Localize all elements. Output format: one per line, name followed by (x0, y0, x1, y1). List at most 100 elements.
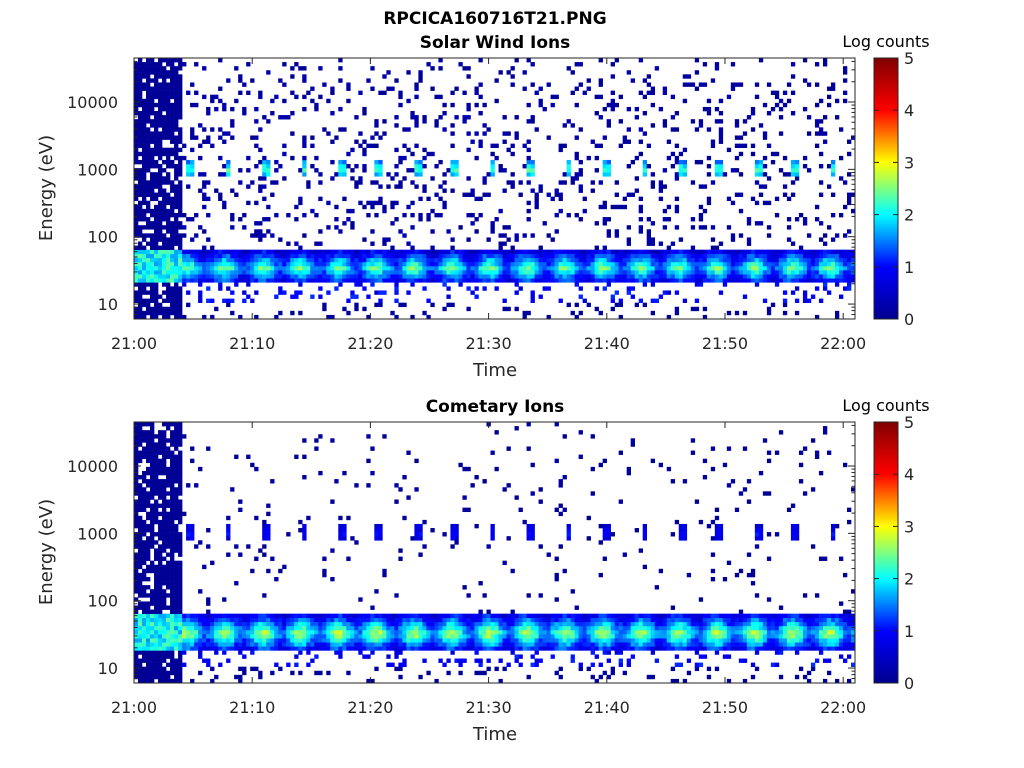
heatmap-cell (610, 90, 615, 96)
heatmap-cell (702, 278, 708, 283)
heatmap-cell (462, 257, 467, 263)
heatmap-cell (294, 270, 299, 275)
heatmap-cell (442, 642, 447, 647)
heatmap-cell (162, 98, 167, 104)
heatmap-cell (170, 609, 175, 614)
heatmap-cell (298, 200, 303, 206)
heatmap-cell (446, 278, 451, 283)
heatmap-cell (782, 253, 788, 259)
heatmap-cell (826, 270, 832, 275)
heatmap-cell (178, 98, 183, 104)
heatmap-cell (730, 200, 736, 206)
heatmap-cell (230, 290, 235, 295)
heatmap-cell (286, 274, 291, 279)
heatmap-cell (178, 290, 183, 295)
heatmap-cell (750, 278, 756, 283)
heatmap-cell (146, 458, 151, 464)
heatmap-cell (230, 487, 235, 492)
heatmap-cell (146, 90, 151, 96)
heatmap-cell (354, 257, 359, 263)
heatmap-cell (330, 139, 335, 144)
heatmap-cell (590, 139, 595, 144)
heatmap-cell (566, 261, 571, 267)
heatmap-cell (562, 180, 567, 185)
heatmap-cell (506, 225, 511, 230)
heatmap-cell (298, 650, 303, 655)
heatmap-cell (162, 678, 167, 684)
heatmap-cell (386, 654, 391, 659)
heatmap-cell (434, 270, 439, 275)
heatmap-cell (722, 257, 728, 263)
heatmap-cell (466, 621, 471, 627)
heatmap-cell (742, 310, 748, 316)
heatmap-cell (602, 200, 607, 206)
heatmap-cell (242, 249, 247, 255)
heatmap-cell (418, 257, 423, 263)
heatmap-cell (138, 82, 143, 87)
heatmap-cell (466, 629, 471, 635)
heatmap-cell (402, 642, 407, 647)
heatmap-cell (158, 82, 163, 87)
heatmap-cell (414, 625, 419, 631)
heatmap-cell (794, 274, 800, 279)
heatmap-cell (150, 519, 155, 525)
heatmap-cell (598, 115, 603, 120)
heatmap-cell (738, 135, 744, 140)
heatmap-cell (486, 544, 491, 549)
heatmap-cell (194, 212, 199, 218)
heatmap-cell (218, 127, 223, 132)
heatmap-cell (142, 314, 147, 320)
heatmap-cell (450, 265, 455, 271)
heatmap-cell (778, 274, 784, 279)
heatmap-cell (330, 270, 335, 275)
heatmap-cell (142, 621, 147, 627)
heatmap-cell (382, 208, 387, 214)
heatmap-cell (450, 278, 455, 283)
heatmap-cell (322, 265, 327, 271)
heatmap-cell (142, 265, 147, 271)
heatmap-cell (422, 274, 427, 279)
heatmap-cell (750, 270, 756, 275)
heatmap-cell (334, 613, 339, 619)
heatmap-cell (142, 143, 147, 149)
heatmap-cell (146, 274, 151, 279)
heatmap-cell (582, 249, 587, 255)
heatmap-cell (142, 286, 147, 291)
heatmap-cell (446, 670, 451, 676)
heatmap-cell (530, 261, 535, 267)
heatmap-cell (754, 200, 760, 206)
heatmap-cell (754, 180, 760, 185)
heatmap-cell (346, 249, 351, 255)
heatmap-cell (202, 274, 207, 279)
heatmap-cell (138, 670, 143, 676)
heatmap-cell (174, 589, 179, 594)
heatmap-cell (374, 613, 379, 619)
heatmap-cell (238, 180, 243, 185)
heatmap-cell (486, 613, 491, 619)
heatmap-cell (190, 278, 195, 283)
heatmap-cell (762, 131, 768, 136)
heatmap-cell (802, 155, 808, 161)
heatmap-cell (658, 265, 664, 271)
heatmap-cell (542, 249, 547, 255)
heatmap-cell (162, 306, 167, 312)
heatmap-cell (542, 274, 547, 279)
heatmap-cell (842, 98, 848, 104)
heatmap-cell (182, 638, 187, 643)
heatmap-cell (162, 658, 167, 663)
heatmap-cell (170, 503, 175, 508)
heatmap-cell (186, 90, 191, 96)
heatmap-cell (202, 642, 207, 647)
heatmap-cell (158, 306, 163, 312)
heatmap-cell (590, 265, 595, 271)
heatmap-cell (342, 196, 347, 202)
heatmap-cell (146, 503, 151, 508)
heatmap-cell (230, 119, 235, 124)
heatmap-cell (522, 70, 527, 75)
heatmap-cell (370, 253, 375, 259)
heatmap-cell (134, 86, 139, 91)
heatmap-cell (262, 544, 267, 549)
heatmap-cell (778, 115, 784, 120)
heatmap-cell (462, 274, 467, 279)
heatmap-cell (166, 581, 171, 586)
